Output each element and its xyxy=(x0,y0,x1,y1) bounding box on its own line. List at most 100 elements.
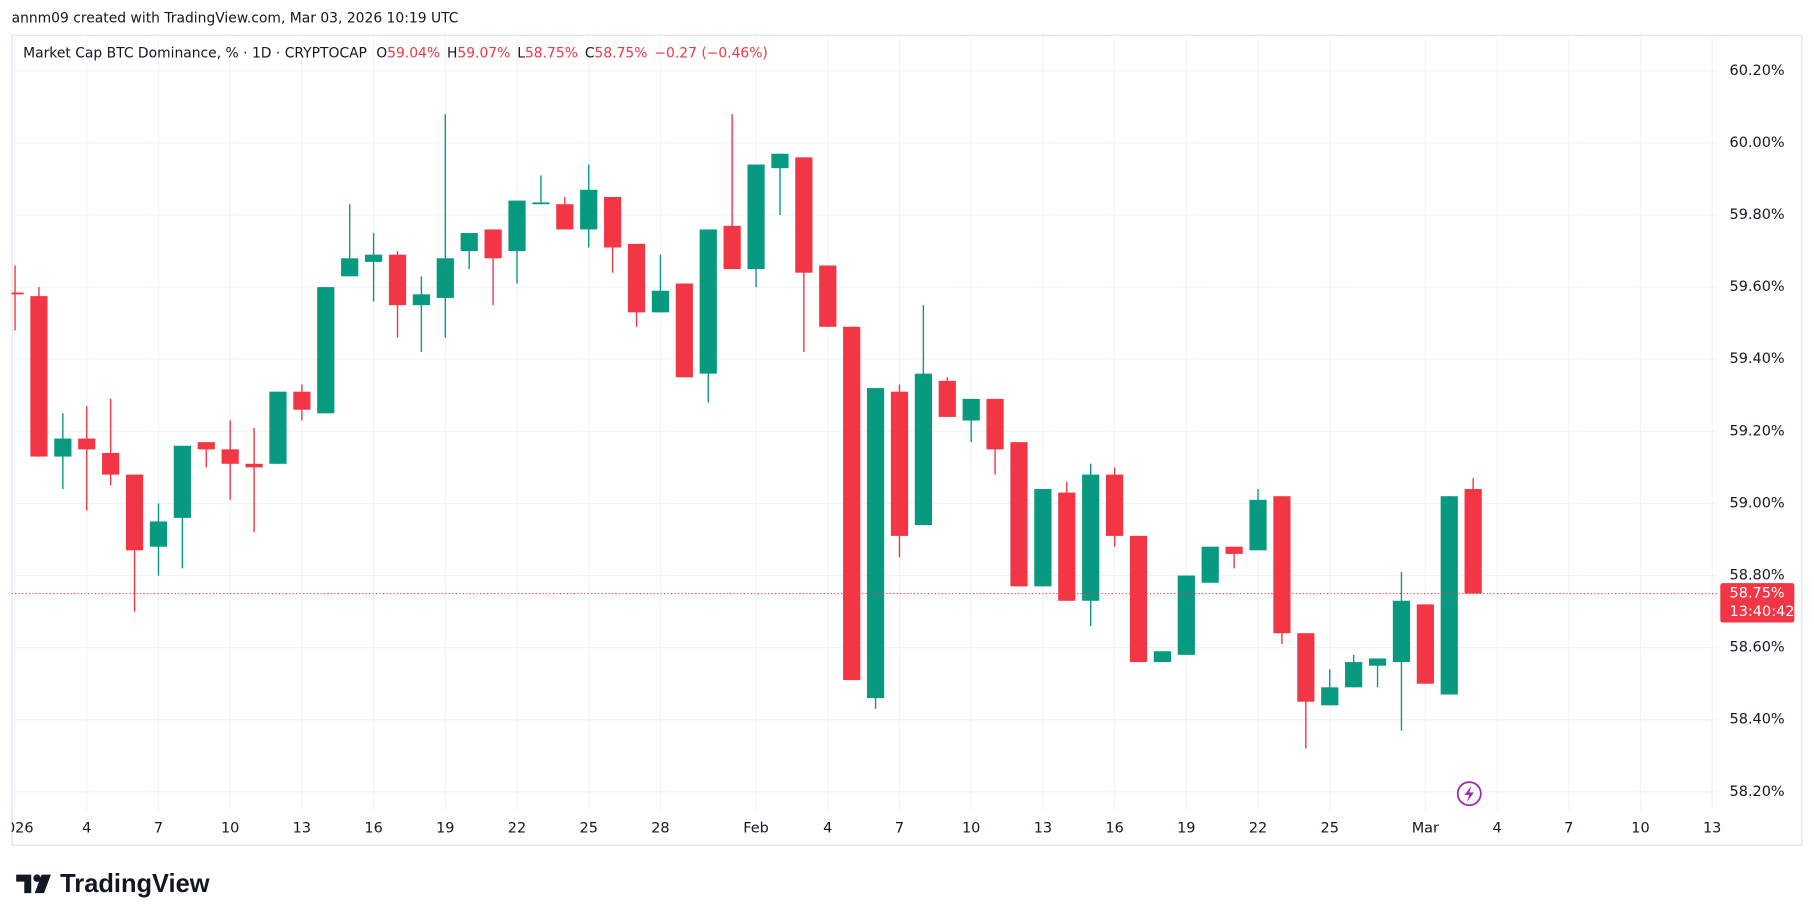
candle-body xyxy=(866,388,885,699)
candle-body xyxy=(1201,546,1219,583)
candle-body xyxy=(556,204,574,230)
x-tick-label: 13 xyxy=(293,820,311,836)
candle-body xyxy=(771,153,789,169)
last-price-box xyxy=(1720,583,1795,623)
x-tick-label: 22 xyxy=(1249,820,1267,836)
candle-body xyxy=(197,442,215,450)
legend-value: 58.75% xyxy=(595,45,648,61)
attribution: annm09 created with TradingView.com, Mar… xyxy=(12,11,459,27)
x-tick-label: 4 xyxy=(1492,820,1501,836)
y-tick-label: 59.00% xyxy=(1730,495,1785,511)
candle-body xyxy=(723,225,741,270)
x-tick-label: 7 xyxy=(154,820,163,836)
candle-body xyxy=(604,196,622,248)
candle-body xyxy=(986,398,1004,450)
candle-body xyxy=(1105,474,1124,536)
candle-body xyxy=(1129,535,1148,663)
candle-body xyxy=(1321,687,1339,706)
candle-body xyxy=(364,254,383,262)
candle-body xyxy=(317,287,335,414)
plot: 2026 4 7 10 13 16 19 22 25 28 Feb 4 7 10 13 16 19 22 25 Mar… xyxy=(0,34,1721,836)
candle-body xyxy=(149,521,168,547)
x-tick-label: 7 xyxy=(1564,820,1573,836)
candle-body xyxy=(1082,474,1100,601)
candle-body xyxy=(54,438,72,457)
candle-body xyxy=(11,292,24,295)
logo-shape xyxy=(16,874,32,894)
logo-dot xyxy=(33,874,41,882)
candle-body xyxy=(269,391,287,464)
x-tick-label: 25 xyxy=(1321,820,1339,836)
candle-body xyxy=(125,474,144,551)
candle-body xyxy=(962,398,980,421)
candle-body xyxy=(1464,489,1482,594)
candle-body xyxy=(1297,633,1315,702)
candle-body xyxy=(221,449,239,464)
x-tick-label: 22 xyxy=(508,820,526,836)
logo-shape xyxy=(34,874,51,894)
chart-header: Market Cap BTC Dominance, % · 1D · CRYPT… xyxy=(23,45,768,61)
candle-body xyxy=(1225,546,1243,554)
candle-body xyxy=(102,452,120,475)
candle-body xyxy=(938,380,956,417)
candle-body xyxy=(914,373,932,526)
candle-body xyxy=(1345,662,1363,688)
last-price-label: 58.75% xyxy=(1730,586,1785,602)
candle-body xyxy=(699,229,717,374)
legend-change: −0.27 (−0.46%) xyxy=(654,45,767,61)
candle-body xyxy=(675,283,693,378)
candle-body xyxy=(1153,651,1172,663)
candle-body xyxy=(173,445,191,518)
y-tick-label: 59.20% xyxy=(1730,423,1785,439)
candle-body xyxy=(795,157,813,273)
x-tick-label: 2026 xyxy=(0,820,34,836)
candle-body xyxy=(1177,575,1195,655)
y-tick-label: 59.60% xyxy=(1730,279,1785,295)
candle-body xyxy=(30,296,48,457)
candle-body xyxy=(843,326,861,681)
y-tick-label: 60.00% xyxy=(1730,135,1785,151)
y-tick-label: 58.20% xyxy=(1730,784,1785,800)
x-tick-label: 13 xyxy=(1703,820,1721,836)
candle-body xyxy=(484,229,502,259)
alert-bolt xyxy=(1464,785,1474,802)
candle-body xyxy=(890,391,909,536)
candle-body xyxy=(1034,489,1052,587)
candle-body xyxy=(388,254,407,306)
x-tick-label: 19 xyxy=(1177,820,1195,836)
legend-value: 59.07% xyxy=(457,45,510,61)
brand-logo xyxy=(16,874,51,894)
candle-body xyxy=(1392,600,1411,663)
x-tick-label: 16 xyxy=(1105,820,1123,836)
candle-body xyxy=(1010,442,1028,587)
x-tick-label: Feb xyxy=(743,820,769,836)
candle-body xyxy=(580,189,598,230)
legend-value: 58.75% xyxy=(525,45,578,61)
legend-key: O xyxy=(376,45,387,61)
brand-name: TradingView xyxy=(60,870,210,898)
candle-body xyxy=(819,265,837,327)
candle-body xyxy=(747,164,765,270)
x-tick-label: 10 xyxy=(962,820,980,836)
chart-frame xyxy=(11,34,1803,846)
x-tick-label: 25 xyxy=(580,820,598,836)
legend-value: 59.04% xyxy=(387,45,440,61)
candle-body xyxy=(1058,492,1076,601)
candle-body xyxy=(460,233,478,252)
x-tick-label: 4 xyxy=(823,820,832,836)
candle-body xyxy=(78,438,96,450)
candle-body xyxy=(412,294,431,306)
candle-body xyxy=(532,202,550,205)
y-tick-label: 59.40% xyxy=(1730,351,1785,367)
y-tick-label: 58.80% xyxy=(1730,568,1785,584)
x-tick-label: Mar xyxy=(1412,820,1439,836)
x-tick-label: 13 xyxy=(1034,820,1052,836)
candle-body xyxy=(245,463,263,468)
x-tick-label: 19 xyxy=(436,820,454,836)
x-tick-label: 7 xyxy=(895,820,904,836)
candle-body xyxy=(627,243,646,313)
candle-body xyxy=(508,200,526,252)
legend-key: L xyxy=(517,45,525,61)
candle-body xyxy=(1440,496,1458,695)
